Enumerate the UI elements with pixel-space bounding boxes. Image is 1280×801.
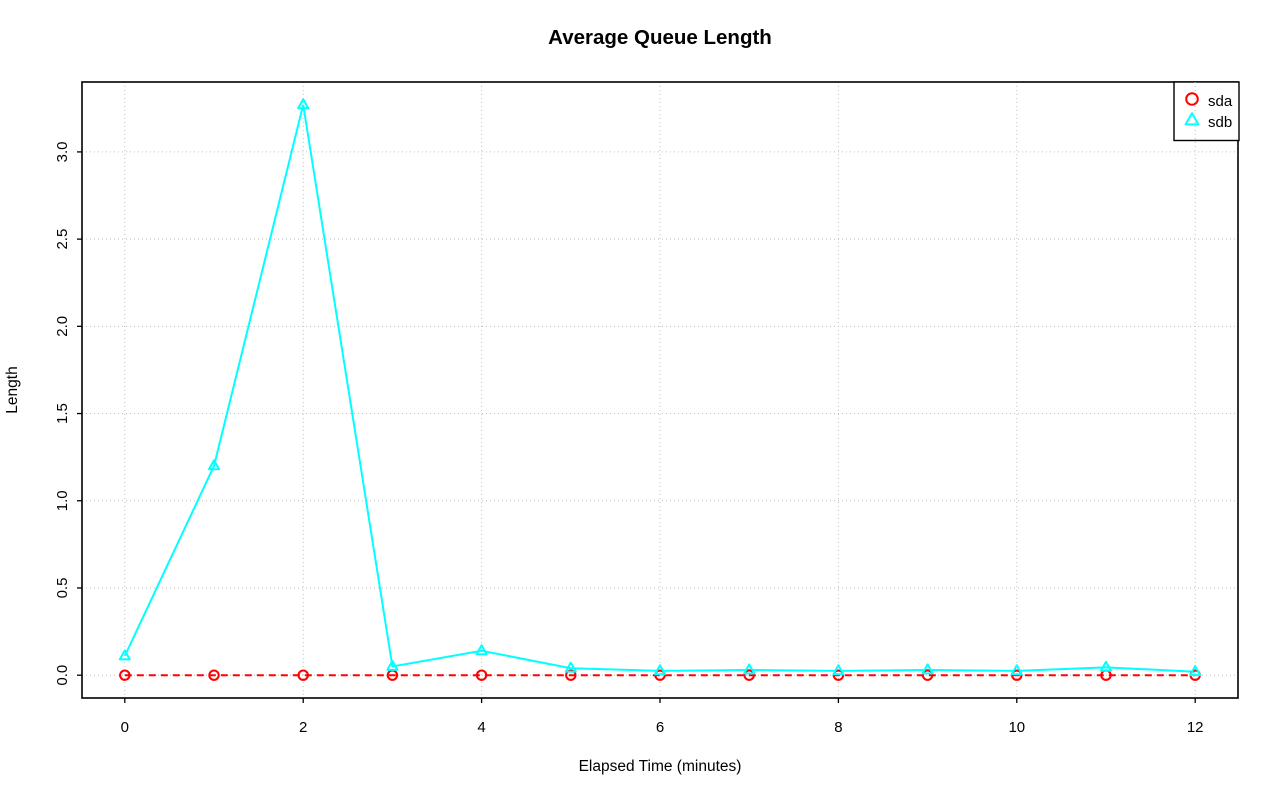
svg-text:sdb: sdb (1208, 114, 1232, 131)
svg-text:6: 6 (656, 719, 664, 736)
svg-text:2.5: 2.5 (54, 229, 71, 250)
svg-text:8: 8 (834, 719, 842, 736)
svg-text:2.0: 2.0 (54, 316, 71, 337)
svg-text:Length: Length (4, 366, 21, 413)
svg-text:1.5: 1.5 (54, 403, 71, 424)
svg-text:0.5: 0.5 (54, 578, 71, 599)
svg-text:4: 4 (477, 719, 485, 736)
svg-text:1.0: 1.0 (54, 490, 71, 511)
svg-text:12: 12 (1187, 719, 1204, 736)
svg-text:2: 2 (299, 719, 307, 736)
svg-text:Average Queue Length: Average Queue Length (548, 26, 772, 49)
svg-text:3.0: 3.0 (54, 141, 71, 162)
svg-text:sda: sda (1208, 93, 1233, 110)
svg-text:10: 10 (1008, 719, 1025, 736)
svg-text:0.0: 0.0 (54, 665, 71, 686)
svg-text:0: 0 (121, 719, 129, 736)
svg-text:Elapsed Time (minutes): Elapsed Time (minutes) (579, 758, 742, 775)
